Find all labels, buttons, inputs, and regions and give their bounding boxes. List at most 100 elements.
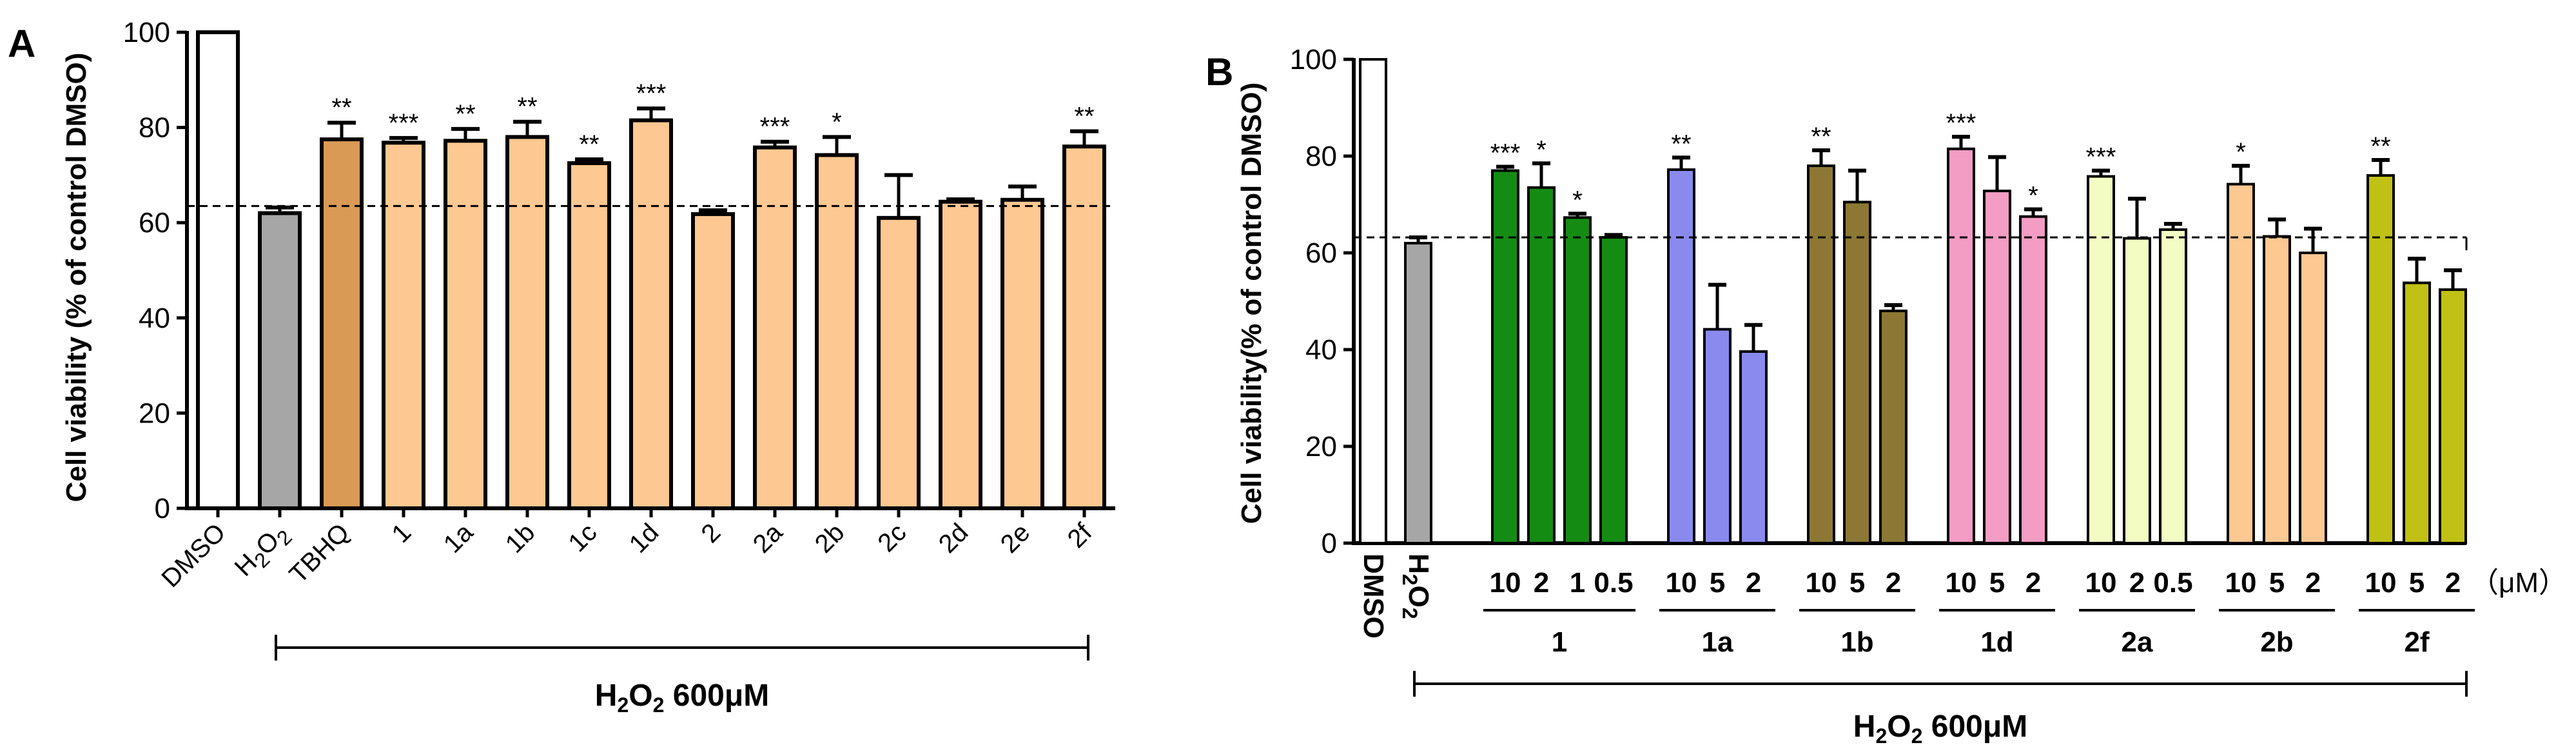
panel-b-bar: [1983, 190, 2011, 544]
panel-b-dose-label: 10: [1490, 567, 1521, 599]
panel-a-x-tick-label: DMSO: [156, 518, 231, 593]
panel-b-bar: [1667, 168, 1695, 544]
panel-a-x-tick-label: 2b: [810, 518, 850, 559]
panel-b-significance-label: ***: [1946, 109, 1976, 137]
panel-a-y-tick-label: 60: [139, 207, 170, 239]
panel-a-bar: [939, 199, 982, 510]
panel-a-x-tick-label: 2c: [872, 518, 912, 557]
panel-b-bar: [2439, 288, 2467, 544]
panel-b-significance-label: **: [2370, 132, 2390, 161]
panel-b-bar: [1491, 169, 1519, 544]
panel-b-y-axis-label: Cell viability(% of control DMSO): [1236, 83, 1267, 524]
panel-a-bar: [320, 137, 364, 511]
panel-b-dose-label: 10: [2365, 567, 2397, 599]
panel-a-y-axis-label: Cell viability (% of control DMSO): [61, 53, 92, 502]
panel-b-bar: [2123, 237, 2151, 544]
panel-a-significance-label: **: [331, 94, 351, 122]
panel-b-significance-label: ***: [1490, 139, 1521, 168]
panel-a-letter: A: [8, 22, 35, 65]
panel-b-control-label: H2O2: [1398, 553, 1434, 619]
panel-a: A Cell viability (% of control DMSO) 0 20…: [8, 17, 1115, 717]
panel-b-y-tick-label: 20: [1305, 431, 1337, 463]
panel-a-bar: [691, 212, 735, 510]
panel-b-significance-label: **: [1671, 130, 1691, 158]
panel-b-bar: [2019, 215, 2047, 544]
panel-b-dose-label: 10: [2225, 567, 2257, 599]
panel-a-significance-label: **: [455, 100, 475, 128]
panel-b-group-label: 2f: [2404, 626, 2429, 658]
panel-a-x-tick-label: 2d: [933, 518, 974, 559]
panel-a-bar: [629, 118, 673, 510]
panel-a-x-tick-label: 1d: [624, 518, 665, 559]
panel-b-y-tick-label: 100: [1290, 44, 1337, 75]
panel-b-dose-label: 0.5: [1594, 567, 1633, 599]
panel-b-significance-label: *: [2236, 138, 2246, 166]
panel-b-significance-label: ***: [2086, 143, 2116, 172]
panel-a-bar: [258, 211, 302, 510]
panel-a-significance-label: *: [832, 108, 842, 136]
panel-b-group-label: 2a: [2122, 626, 2153, 658]
panel-b-y-tick-label: 0: [1322, 528, 1337, 559]
panel-b-dose-label: 5: [1710, 567, 1725, 599]
panel-a-y-tick-label: 80: [139, 112, 170, 144]
panel-b-dose-label: 0.5: [2153, 567, 2192, 599]
panel-a-bar: [815, 153, 859, 511]
panel-b-dose-label: 5: [2409, 567, 2425, 599]
panel-a-x-tick-label: 1c: [563, 518, 602, 557]
panel-b-bar: [1527, 186, 1556, 544]
panel-a-bar: [1062, 144, 1106, 510]
panel-a-x-tick-label: 1: [387, 518, 417, 548]
panel-a-bar: [567, 161, 611, 510]
panel-b-dose-label: 10: [1806, 567, 1837, 599]
panel-b-dose-label: 2: [1886, 567, 1901, 599]
panel-a-significance-label: **: [579, 130, 599, 159]
panel-b-bar: [2403, 281, 2431, 544]
panel-b-bar: [1739, 350, 1768, 544]
panel-b-group-label: 2b: [2260, 626, 2293, 658]
panel-a-x-tick-label: 2a: [748, 518, 788, 559]
panel-b-group-label: 1: [1552, 626, 1567, 658]
panel-b-y-tick-label: 40: [1305, 334, 1337, 366]
panel-a-y-tick-label: 40: [139, 303, 170, 334]
panel-b-bar: [1947, 147, 1975, 544]
panel-b-dose-label: 2: [1534, 567, 1549, 599]
panel-a-x-tick-label: TBHQ: [284, 518, 355, 589]
panel-a-significance-label: ***: [760, 113, 790, 141]
panel-a-bar: [505, 135, 549, 511]
panel-a-bar: [196, 30, 240, 510]
panel-b-control-bar: [1359, 58, 1387, 544]
panel-b-unit-label: （μM）: [2470, 567, 2567, 599]
panel-a-y-tick-label: 100: [123, 17, 170, 48]
panel-b-dose-label: 5: [1989, 567, 2005, 599]
panel-a-x-tick-label: 1b: [500, 518, 541, 559]
panel-b-significance-label: *: [1536, 135, 1547, 164]
panel-b-bar: [1563, 216, 1592, 544]
panel-a-bar: [382, 141, 425, 510]
panel-a-significance-label: ***: [636, 79, 667, 108]
panel-b-dose-label: 2: [2305, 567, 2321, 599]
panel-b-y-tick-label: 80: [1305, 141, 1337, 172]
panel-a-significance-label: **: [517, 93, 537, 121]
panel-b-letter: B: [1205, 50, 1233, 94]
panel-b-dose-label: 10: [1666, 567, 1697, 599]
panel-a-x-tick-label: 2e: [995, 518, 1036, 559]
panel-b-bar: [2263, 235, 2291, 544]
panel-b-dose-label: 5: [2269, 567, 2285, 599]
panel-a-x-tick-label: 2: [696, 518, 727, 548]
panel-b-treatment-label: H2O2 600μM: [1853, 710, 2027, 748]
panel-b-group-label: 1a: [1702, 626, 1733, 658]
panel-b-significance-label: *: [1572, 186, 1583, 214]
panel-a-treatment-label: H2O2 600μM: [595, 679, 769, 717]
panel-b-significance-label: **: [1811, 123, 1831, 151]
panel-b-bar: [1703, 328, 1732, 544]
panel-a-y-tick-label: 0: [155, 493, 170, 524]
panel-b-bar: [2366, 174, 2395, 544]
panel-b-bar: [1879, 310, 1908, 544]
panel-b-bar: [1599, 236, 1628, 544]
panel-a-bar: [1000, 197, 1044, 510]
panel-b-group-label: 1d: [1980, 626, 2013, 658]
panel-a-bar: [753, 145, 797, 510]
panel-a-bar: [444, 139, 487, 511]
panel-a-significance-label: ***: [389, 109, 419, 137]
